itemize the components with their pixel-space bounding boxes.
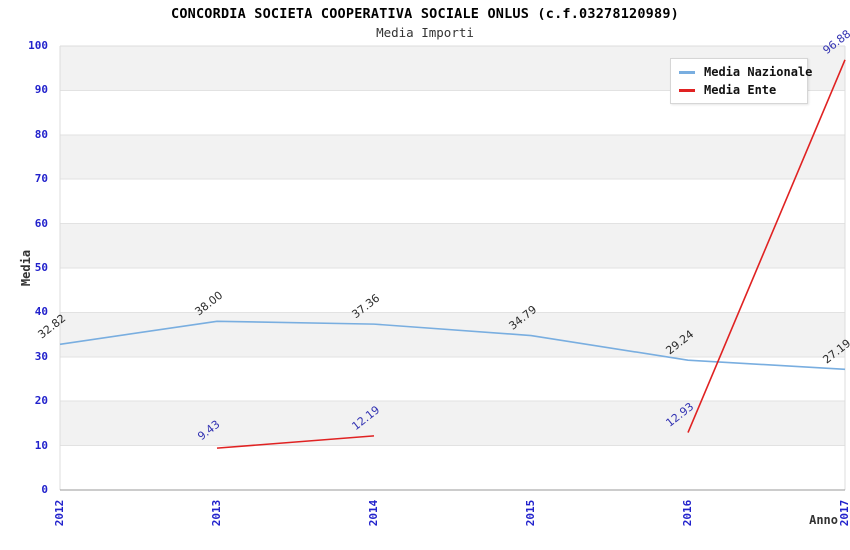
plot-band <box>60 268 845 313</box>
plot-band <box>60 401 845 446</box>
plot-band <box>60 134 845 180</box>
y-tick-label: 80 <box>34 127 48 141</box>
plot-band <box>60 445 845 490</box>
legend-label-media-nazionale: Media Nazionale <box>704 65 813 79</box>
y-tick-label: 0 <box>41 483 48 496</box>
plot-band <box>60 356 845 402</box>
x-tick-label: 2013 <box>210 499 223 527</box>
chart-title: CONCORDIA SOCIETA COOPERATIVA SOCIALE ON… <box>171 6 679 22</box>
ente-line-swatch-icon <box>679 88 695 92</box>
y-tick-label: 70 <box>34 172 48 186</box>
plot-band <box>60 179 845 224</box>
legend-item-media-ente: Media Ente <box>671 81 807 99</box>
legend-item-media-nazionale: Media Nazionale <box>671 63 812 81</box>
x-tick-label: 2012 <box>53 499 66 527</box>
series-line-ente <box>687 59 846 433</box>
y-tick-label: 30 <box>34 349 48 363</box>
x-tick-label: 2015 <box>524 499 537 527</box>
plot-band <box>60 223 845 268</box>
series-line-ente <box>216 435 375 449</box>
x-tick-label: 2016 <box>681 499 694 527</box>
chart-subtitle: Media Importi <box>376 25 474 40</box>
x-tick-label: 2017 <box>838 499 850 527</box>
series-line-nazionale <box>59 320 846 371</box>
y-tick-label: 50 <box>34 261 48 274</box>
legend: Media Nazionale Media Ente <box>670 58 812 104</box>
legend-label-media-ente: Media Ente <box>704 83 777 97</box>
y-tick-label: 20 <box>34 394 48 408</box>
plot-band <box>60 312 845 357</box>
x-tick-label: 2014 <box>367 499 380 527</box>
x-axis-title: Anno <box>809 513 838 527</box>
y-tick-label: 90 <box>34 83 48 97</box>
y-tick-label: 60 <box>34 216 48 230</box>
y-tick-label: 100 <box>28 39 48 52</box>
nazionale-line-swatch-icon <box>679 70 695 74</box>
y-tick-label: 10 <box>34 438 48 452</box>
y-tick-label: 40 <box>34 305 48 319</box>
